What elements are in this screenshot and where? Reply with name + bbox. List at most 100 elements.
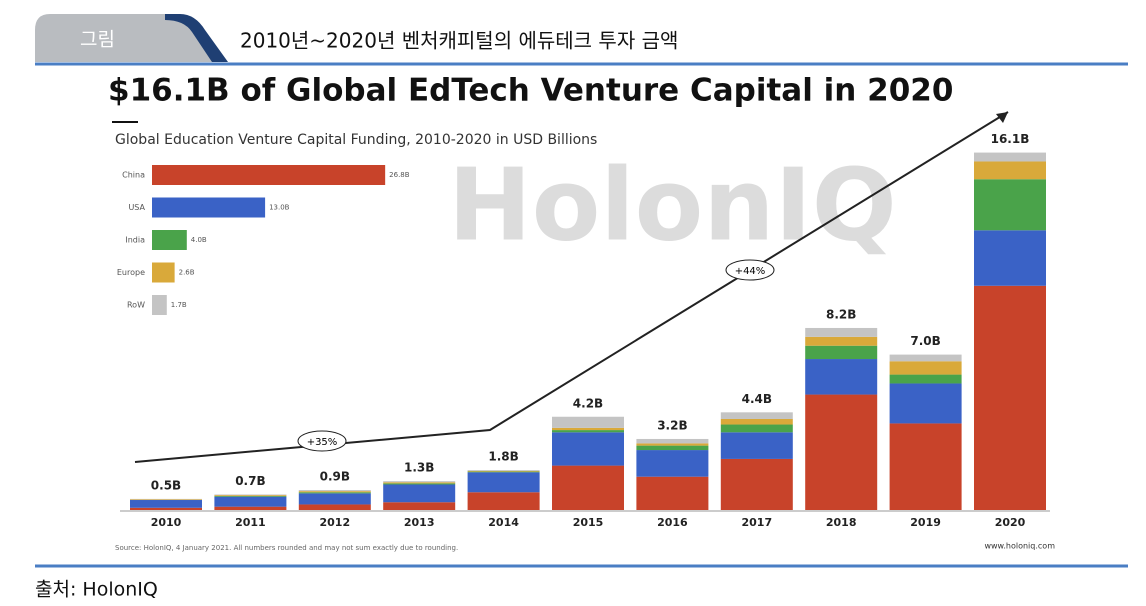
bar-segment [552, 465, 624, 510]
bar-segment [636, 443, 709, 446]
watermark: HolonIQ [448, 146, 897, 263]
tab-accent [165, 14, 228, 62]
x-tick-label: 2017 [741, 516, 772, 529]
arrow-head [996, 112, 1008, 123]
bar-segment [552, 416, 624, 428]
bar-segment [298, 504, 371, 510]
bar-segment [636, 476, 709, 510]
bar-segment [889, 383, 962, 424]
total-label: 1.8B [488, 450, 518, 464]
inset-bar [152, 295, 167, 315]
inset-label: Europe [117, 268, 145, 277]
trend-line [134, 111, 1009, 463]
bar-segment [383, 483, 456, 485]
bar-segment [805, 336, 878, 346]
x-tick-label: 2016 [657, 516, 688, 529]
x-tick-label: 2010 [151, 516, 182, 529]
annotation: +44% [735, 266, 766, 277]
bar-segment [720, 458, 793, 510]
bar-segment [298, 492, 371, 494]
total-label: 1.3B [404, 461, 434, 475]
bar-segment [720, 432, 793, 459]
bar-segment [214, 495, 287, 497]
bar-segment [720, 418, 793, 425]
bar-segment [889, 354, 962, 362]
bar-segment [974, 179, 1046, 231]
bar-segment [298, 491, 371, 493]
bar-segment [805, 359, 878, 395]
total-label: 16.1B [991, 132, 1030, 146]
bar-segment [383, 482, 456, 484]
total-label: 8.2B [826, 307, 856, 321]
footer: 출처: HolonIQ [35, 579, 158, 601]
total-label: 4.4B [742, 392, 772, 406]
x-tick-label: 2013 [404, 516, 435, 529]
inset-label: China [122, 171, 145, 180]
x-tick-label: 2014 [488, 516, 519, 529]
chart-subtitle: Global Education Venture Capital Funding… [115, 132, 597, 148]
bar-segment [467, 471, 540, 473]
bar-segment [467, 492, 540, 510]
inset-value-label: 26.8B [389, 171, 410, 179]
bar-segment [720, 424, 793, 433]
bar-segment [805, 327, 878, 337]
inset-value-label: 4.0B [191, 236, 207, 244]
inset-bar [152, 230, 187, 250]
bar-segment [636, 438, 709, 444]
bar-segment [974, 230, 1046, 286]
inset-label: India [125, 236, 145, 245]
bar-segment [298, 490, 371, 492]
inset-value-label: 1.7B [171, 301, 187, 309]
bar-segment [720, 412, 793, 419]
bar-segment [467, 472, 540, 493]
total-label: 7.0B [910, 334, 940, 348]
bar-segment [467, 470, 540, 472]
total-label: 0.5B [151, 478, 181, 492]
bar-segment [636, 450, 709, 477]
bar-segment [130, 499, 202, 501]
bar-segment [974, 152, 1046, 162]
inset-value-label: 13.0B [269, 204, 290, 212]
bar-segment [552, 427, 624, 431]
x-tick-label: 2012 [319, 516, 350, 529]
bar-segment [130, 500, 202, 508]
bar-segment [552, 430, 624, 433]
header-title: 2010년~2020년 벤처캐피털의 에듀테크 투자 금액 [240, 29, 678, 53]
x-tick-label: 2011 [235, 516, 266, 529]
x-tick-label: 2018 [826, 516, 857, 529]
bar-segment [805, 345, 878, 360]
bar-segment [889, 361, 962, 375]
bar-segment [298, 493, 371, 505]
x-tick-label: 2020 [995, 516, 1026, 529]
bar-segment [214, 496, 287, 507]
bar-segment [636, 445, 709, 451]
inset-bar [152, 165, 386, 185]
bar-segment [383, 484, 456, 503]
inset-label: RoW [127, 301, 145, 310]
source: Source: HolonIQ, 4 January 2021. All num… [115, 544, 458, 552]
annotation-bubble [725, 259, 775, 281]
total-label: 3.2B [657, 418, 687, 432]
bar-segment [889, 374, 962, 384]
bar-segment [552, 432, 624, 466]
total-label: 0.7B [235, 474, 265, 488]
website: www.holoniq.com [984, 542, 1055, 551]
chart-title: $16.1B of Global EdTech Venture Capital … [108, 73, 953, 109]
x-tick-label: 2015 [573, 516, 604, 529]
bar-segment [214, 506, 287, 510]
total-label: 0.9B [320, 470, 350, 484]
bar-segment [805, 394, 878, 510]
inset-value-label: 2.6B [179, 269, 195, 277]
total-label: 4.2B [573, 396, 603, 410]
inset-bar [152, 197, 266, 218]
bar-segment [214, 496, 287, 497]
inset-bar [152, 262, 175, 283]
tab-label: 그림 [80, 29, 115, 51]
bar-segment [974, 285, 1046, 510]
bar-segment [383, 502, 456, 510]
bar-segment [383, 481, 456, 483]
tab-shape [35, 14, 225, 62]
annotation: +35% [307, 437, 338, 448]
annotation-bubble [297, 430, 347, 452]
